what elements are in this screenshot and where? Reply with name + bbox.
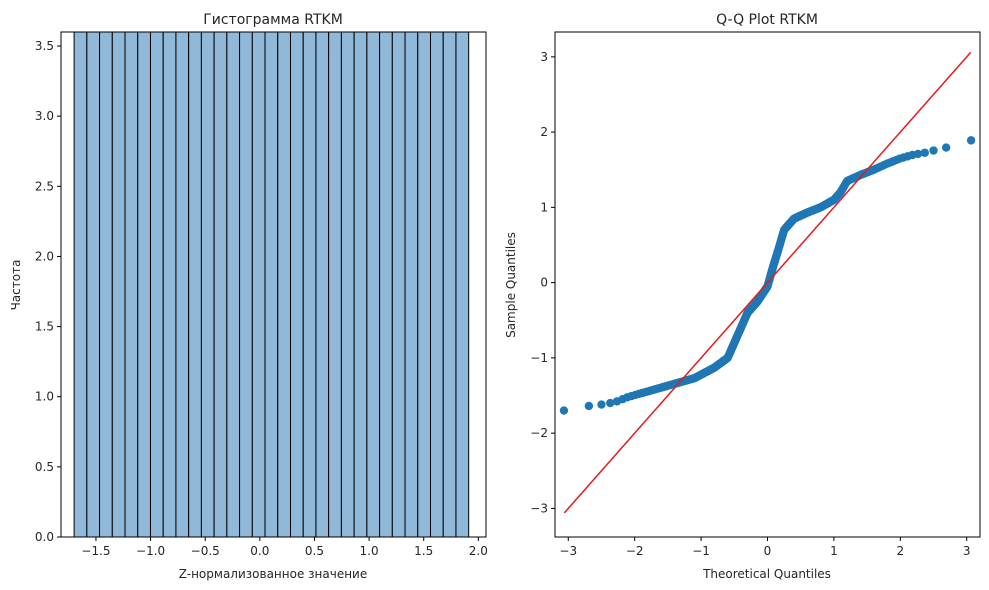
histogram-bar bbox=[137, 31, 151, 538]
histogram-bars bbox=[73, 31, 470, 538]
qq-x-tick-label: 1 bbox=[830, 544, 838, 558]
qq-y-tick-label: 3 bbox=[540, 50, 548, 64]
histogram-bar bbox=[289, 31, 304, 538]
histogram-x-tick-label: 0.0 bbox=[250, 544, 269, 558]
histogram-chart: Гистограмма RTKM −1.5 −1.0 −0.5 0.0 0.5 1.0 1.… bbox=[9, 12, 488, 581]
histogram-bar bbox=[149, 31, 164, 538]
histogram-x-tick-label: −0.5 bbox=[191, 544, 220, 558]
histogram-x-tick-label: 0.5 bbox=[305, 544, 324, 558]
qq-y-tick-label: −3 bbox=[530, 501, 548, 515]
qq-title: Q-Q Plot RTKM bbox=[716, 12, 818, 28]
histogram-y-tick-label: 2.0 bbox=[35, 249, 54, 263]
qq-x-tick-label: −2 bbox=[626, 544, 644, 558]
histogram-bar bbox=[111, 31, 126, 538]
qq-x-label: Theoretical Quantiles bbox=[702, 567, 831, 581]
histogram-bar bbox=[213, 31, 228, 538]
histogram-bar bbox=[379, 31, 393, 538]
histogram-x-ticks: −1.5 −1.0 −0.5 0.0 0.5 1.0 1.5 2.0 bbox=[81, 537, 488, 558]
histogram-bar bbox=[442, 31, 457, 538]
histogram-x-tick-label: −1.0 bbox=[136, 544, 165, 558]
qq-point bbox=[597, 400, 606, 409]
qq-point bbox=[929, 146, 938, 155]
histogram-bar bbox=[277, 31, 291, 538]
histogram-bar bbox=[391, 31, 406, 538]
qq-point bbox=[584, 401, 594, 411]
histogram-x-tick-label: 1.0 bbox=[360, 544, 379, 558]
qq-point bbox=[941, 143, 951, 152]
qq-y-tick-label: 1 bbox=[540, 200, 548, 214]
histogram-bar bbox=[429, 31, 444, 538]
histogram-bar bbox=[302, 31, 317, 538]
qq-point bbox=[966, 136, 976, 145]
qq-chart: Q-Q Plot RTKM −3 −2 −1 0 1 2 3 −3 −2 −1 0 1 2 3 Theo… bbox=[504, 12, 981, 581]
histogram-bar bbox=[226, 31, 241, 538]
histogram-bar bbox=[264, 31, 279, 538]
histogram-bar bbox=[404, 31, 419, 538]
histogram-bar bbox=[73, 31, 88, 538]
qq-x-tick-label: −1 bbox=[692, 544, 710, 558]
qq-y-tick-label: −2 bbox=[530, 426, 548, 440]
histogram-y-tick-label: 0.0 bbox=[35, 530, 54, 544]
histogram-bar bbox=[340, 31, 355, 538]
qq-y-tick-label: 0 bbox=[540, 276, 548, 290]
histogram-bar bbox=[239, 31, 253, 538]
histogram-x-tick-label: 1.5 bbox=[414, 544, 433, 558]
qq-x-tick-label: 3 bbox=[963, 544, 971, 558]
histogram-x-tick-label: 2.0 bbox=[469, 544, 488, 558]
qq-point bbox=[913, 149, 923, 159]
qq-y-label: Sample Quantiles bbox=[504, 232, 518, 338]
histogram-bar bbox=[124, 31, 139, 538]
histogram-bar bbox=[175, 31, 190, 538]
histogram-x-tick-label: −1.5 bbox=[81, 544, 110, 558]
histogram-y-ticks: 0.0 0.5 1.0 1.5 2.0 2.5 3.0 3.5 bbox=[35, 39, 61, 544]
histogram-y-tick-label: 1.5 bbox=[35, 320, 54, 334]
histogram-bar bbox=[99, 31, 113, 538]
qq-y-ticks: −3 −2 −1 0 1 2 3 bbox=[530, 50, 555, 515]
histogram-bar bbox=[417, 31, 431, 538]
qq-point bbox=[920, 148, 929, 157]
histogram-y-tick-label: 3.5 bbox=[35, 39, 54, 53]
histogram-bar bbox=[162, 31, 177, 538]
histogram-bar bbox=[328, 31, 342, 538]
histogram-bar bbox=[353, 31, 368, 538]
histogram-title: Гистограмма RTKM bbox=[203, 12, 343, 28]
qq-points bbox=[559, 136, 976, 415]
histogram-bar bbox=[86, 31, 101, 538]
histogram-x-label: Z-нормализованное значение bbox=[179, 567, 367, 581]
histogram-bar bbox=[188, 31, 202, 538]
histogram-bar bbox=[315, 31, 330, 538]
qq-x-tick-label: 0 bbox=[764, 544, 772, 558]
histogram-y-tick-label: 2.5 bbox=[35, 179, 54, 193]
qq-reference-line bbox=[563, 51, 972, 514]
qq-x-tick-label: 2 bbox=[896, 544, 904, 558]
qq-y-tick-label: 2 bbox=[540, 125, 548, 139]
histogram-y-tick-label: 0.5 bbox=[35, 460, 54, 474]
qq-x-ticks: −3 −2 −1 0 1 2 3 bbox=[559, 537, 971, 558]
histogram-y-tick-label: 1.0 bbox=[35, 390, 54, 404]
histogram-y-tick-label: 3.0 bbox=[35, 109, 54, 123]
histogram-bar bbox=[455, 31, 470, 538]
histogram-plot-frame bbox=[60, 31, 487, 538]
histogram-bar bbox=[251, 31, 266, 538]
qq-x-tick-label: −3 bbox=[559, 544, 577, 558]
histogram-bar bbox=[200, 31, 215, 538]
qq-point bbox=[606, 398, 615, 408]
qq-point bbox=[559, 406, 569, 415]
histogram-y-label: Частота bbox=[9, 260, 23, 311]
qq-y-tick-label: −1 bbox=[530, 351, 548, 365]
histogram-bar bbox=[366, 31, 381, 538]
